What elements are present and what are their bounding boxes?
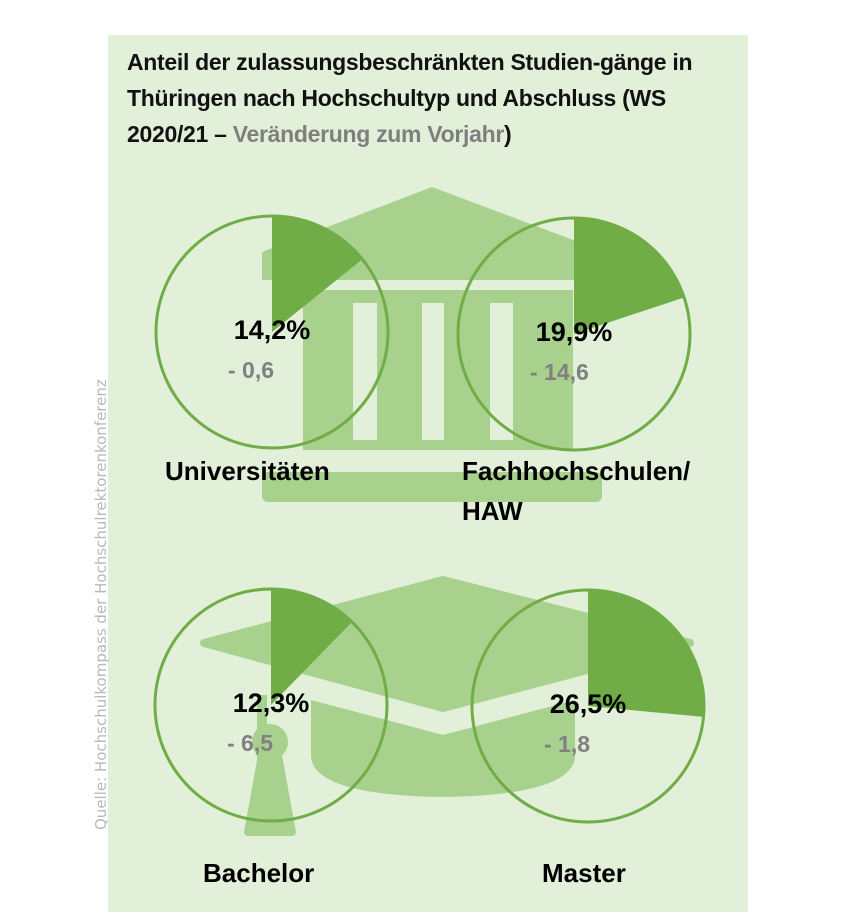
pie-wedge <box>272 216 363 332</box>
value-label: 12,3% <box>233 688 310 718</box>
change-label: - 1,8 <box>544 731 590 757</box>
value-label: 26,5% <box>550 689 627 719</box>
pie-wedge <box>574 218 685 334</box>
chart-title: Anteil der zulassungsbeschränkten Studie… <box>127 44 727 152</box>
pie-fachhochschulen-haw: 19,9% - 14,6 Fachhochschulen/HAW <box>456 216 692 526</box>
pie-outline <box>154 214 390 450</box>
university-building-icon <box>262 187 605 502</box>
pie-outline <box>456 216 692 452</box>
pie-master: 26,5% - 1,8 Master <box>470 588 706 888</box>
title-change-note: Veränderung zum Vorjahr <box>232 121 505 147</box>
value-label: 19,9% <box>536 317 613 347</box>
pie-bachelor: 12,3% - 6,5 Bachelor <box>153 587 389 888</box>
pie-universit-ten: 14,2% - 0,6 Universitäten <box>154 214 390 486</box>
change-label: - 0,6 <box>228 357 274 383</box>
category-label: HAW <box>462 496 523 526</box>
pie-outline <box>470 588 706 824</box>
change-label: - 14,6 <box>530 359 589 385</box>
title-main: Anteil der zulassungsbeschränkten Studie… <box>127 49 693 147</box>
title-close: ) <box>504 121 512 147</box>
pie-wedge <box>271 589 352 705</box>
change-label: - 6,5 <box>227 730 273 756</box>
pie-wedge <box>588 590 704 717</box>
category-label: Bachelor <box>203 858 314 888</box>
category-label: Master <box>542 858 626 888</box>
source-note: Quelle: Hochschulkompass der Hochschulre… <box>92 379 110 830</box>
pie-outline <box>153 587 389 823</box>
category-label: Fachhochschulen/ <box>462 456 690 486</box>
category-label: Universitäten <box>165 456 330 486</box>
value-label: 14,2% <box>234 315 311 345</box>
